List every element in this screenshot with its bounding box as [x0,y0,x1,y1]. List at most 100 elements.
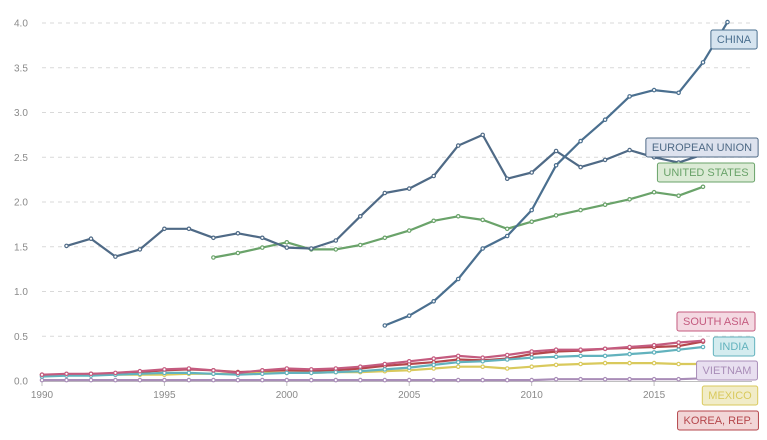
data-point[interactable] [602,346,608,352]
data-point[interactable] [676,90,681,96]
data-point[interactable] [602,157,608,163]
series-labels[interactable]: CHINA EUROPEAN UNION UNITED STATES SOUTH AS… [645,29,759,431]
data-point[interactable] [39,377,45,383]
data-point[interactable] [676,361,681,367]
data-point[interactable] [211,255,216,260]
data-point[interactable] [578,376,583,382]
series-line[interactable] [40,345,705,378]
data-point[interactable] [88,236,94,242]
data-point[interactable] [480,246,486,251]
data-point[interactable] [529,355,535,361]
data-point[interactable] [186,370,192,376]
data-point[interactable] [186,226,192,232]
data-point[interactable] [259,245,265,250]
legend-label-box[interactable] [676,311,756,332]
data-point[interactable] [455,214,461,219]
data-point[interactable] [504,352,510,358]
data-point[interactable] [333,238,339,243]
data-point[interactable] [602,117,608,123]
legend-label-box[interactable] [656,162,756,183]
data-point[interactable] [235,377,241,383]
data-point[interactable] [455,364,461,370]
series-line[interactable] [40,339,705,376]
legend-label-china[interactable]: CHINA [710,29,758,50]
data-point[interactable] [431,298,437,304]
data-point[interactable] [431,366,437,371]
data-point[interactable] [700,184,706,190]
data-point[interactable] [627,376,632,382]
data-point[interactable] [455,276,461,282]
data-point[interactable] [480,377,486,383]
series-india[interactable] [39,344,706,379]
data-point[interactable] [431,362,437,368]
legend-label-united-states[interactable]: UNITED STATES [656,162,756,183]
data-point[interactable] [578,207,583,213]
data-point[interactable] [700,344,706,350]
data-point[interactable] [504,366,510,371]
data-point[interactable] [504,357,510,362]
data-point[interactable] [578,347,583,353]
data-point[interactable] [529,170,535,175]
data-point[interactable] [529,364,535,370]
data-point[interactable] [578,353,583,359]
data-point[interactable] [333,247,339,252]
data-point[interactable] [504,233,510,239]
data-point[interactable] [211,367,216,373]
data-point[interactable] [186,377,192,383]
data-point[interactable] [553,376,559,382]
legend-label-india[interactable]: INDIA [712,336,756,357]
data-point[interactable] [211,371,216,377]
data-point[interactable] [676,376,681,382]
data-point[interactable] [602,376,608,382]
data-point[interactable] [725,19,730,25]
data-point[interactable] [676,340,681,345]
data-point[interactable] [64,377,69,383]
legend-label-european-union[interactable]: EUROPEAN UNION [645,137,759,158]
data-point[interactable] [235,370,241,376]
data-point[interactable] [651,342,657,348]
data-point[interactable] [357,368,363,374]
legend-label-south-asia[interactable]: SOUTH ASIA [676,311,756,332]
data-point[interactable] [431,218,437,224]
data-point[interactable] [504,377,510,383]
data-point[interactable] [627,351,632,357]
data-point[interactable] [382,235,388,241]
data-point[interactable] [259,367,265,373]
data-point[interactable] [308,367,314,372]
data-point[interactable] [357,214,363,219]
series-united-states[interactable] [211,184,706,260]
data-point[interactable] [553,163,559,168]
data-point[interactable] [480,364,486,370]
series-vietnam[interactable] [39,375,706,383]
data-point[interactable] [627,197,632,202]
data-point[interactable] [480,358,486,364]
data-point[interactable] [235,231,241,236]
data-point[interactable] [284,366,290,371]
series-line[interactable] [40,377,705,382]
data-point[interactable] [529,207,535,213]
data-point[interactable] [480,355,486,361]
data-point[interactable] [284,245,290,250]
data-point[interactable] [651,87,657,93]
data-point[interactable] [431,173,437,179]
data-point[interactable] [308,377,314,383]
data-point[interactable] [651,376,657,382]
data-point[interactable] [553,362,559,368]
data-point[interactable] [431,377,437,383]
data-point[interactable] [578,164,583,170]
data-point[interactable] [186,366,192,371]
data-point[interactable] [553,354,559,360]
data-point[interactable] [162,367,167,372]
data-point[interactable] [113,370,118,376]
data-point[interactable] [137,247,143,252]
data-point[interactable] [259,377,265,383]
data-point[interactable] [627,94,632,99]
data-point[interactable] [553,148,559,154]
data-point[interactable] [504,176,510,182]
legend-label-box[interactable] [712,336,756,357]
data-point[interactable] [259,371,265,377]
data-point[interactable] [284,377,290,383]
data-point[interactable] [113,254,118,259]
data-point[interactable] [602,353,608,359]
data-point[interactable] [382,367,388,372]
